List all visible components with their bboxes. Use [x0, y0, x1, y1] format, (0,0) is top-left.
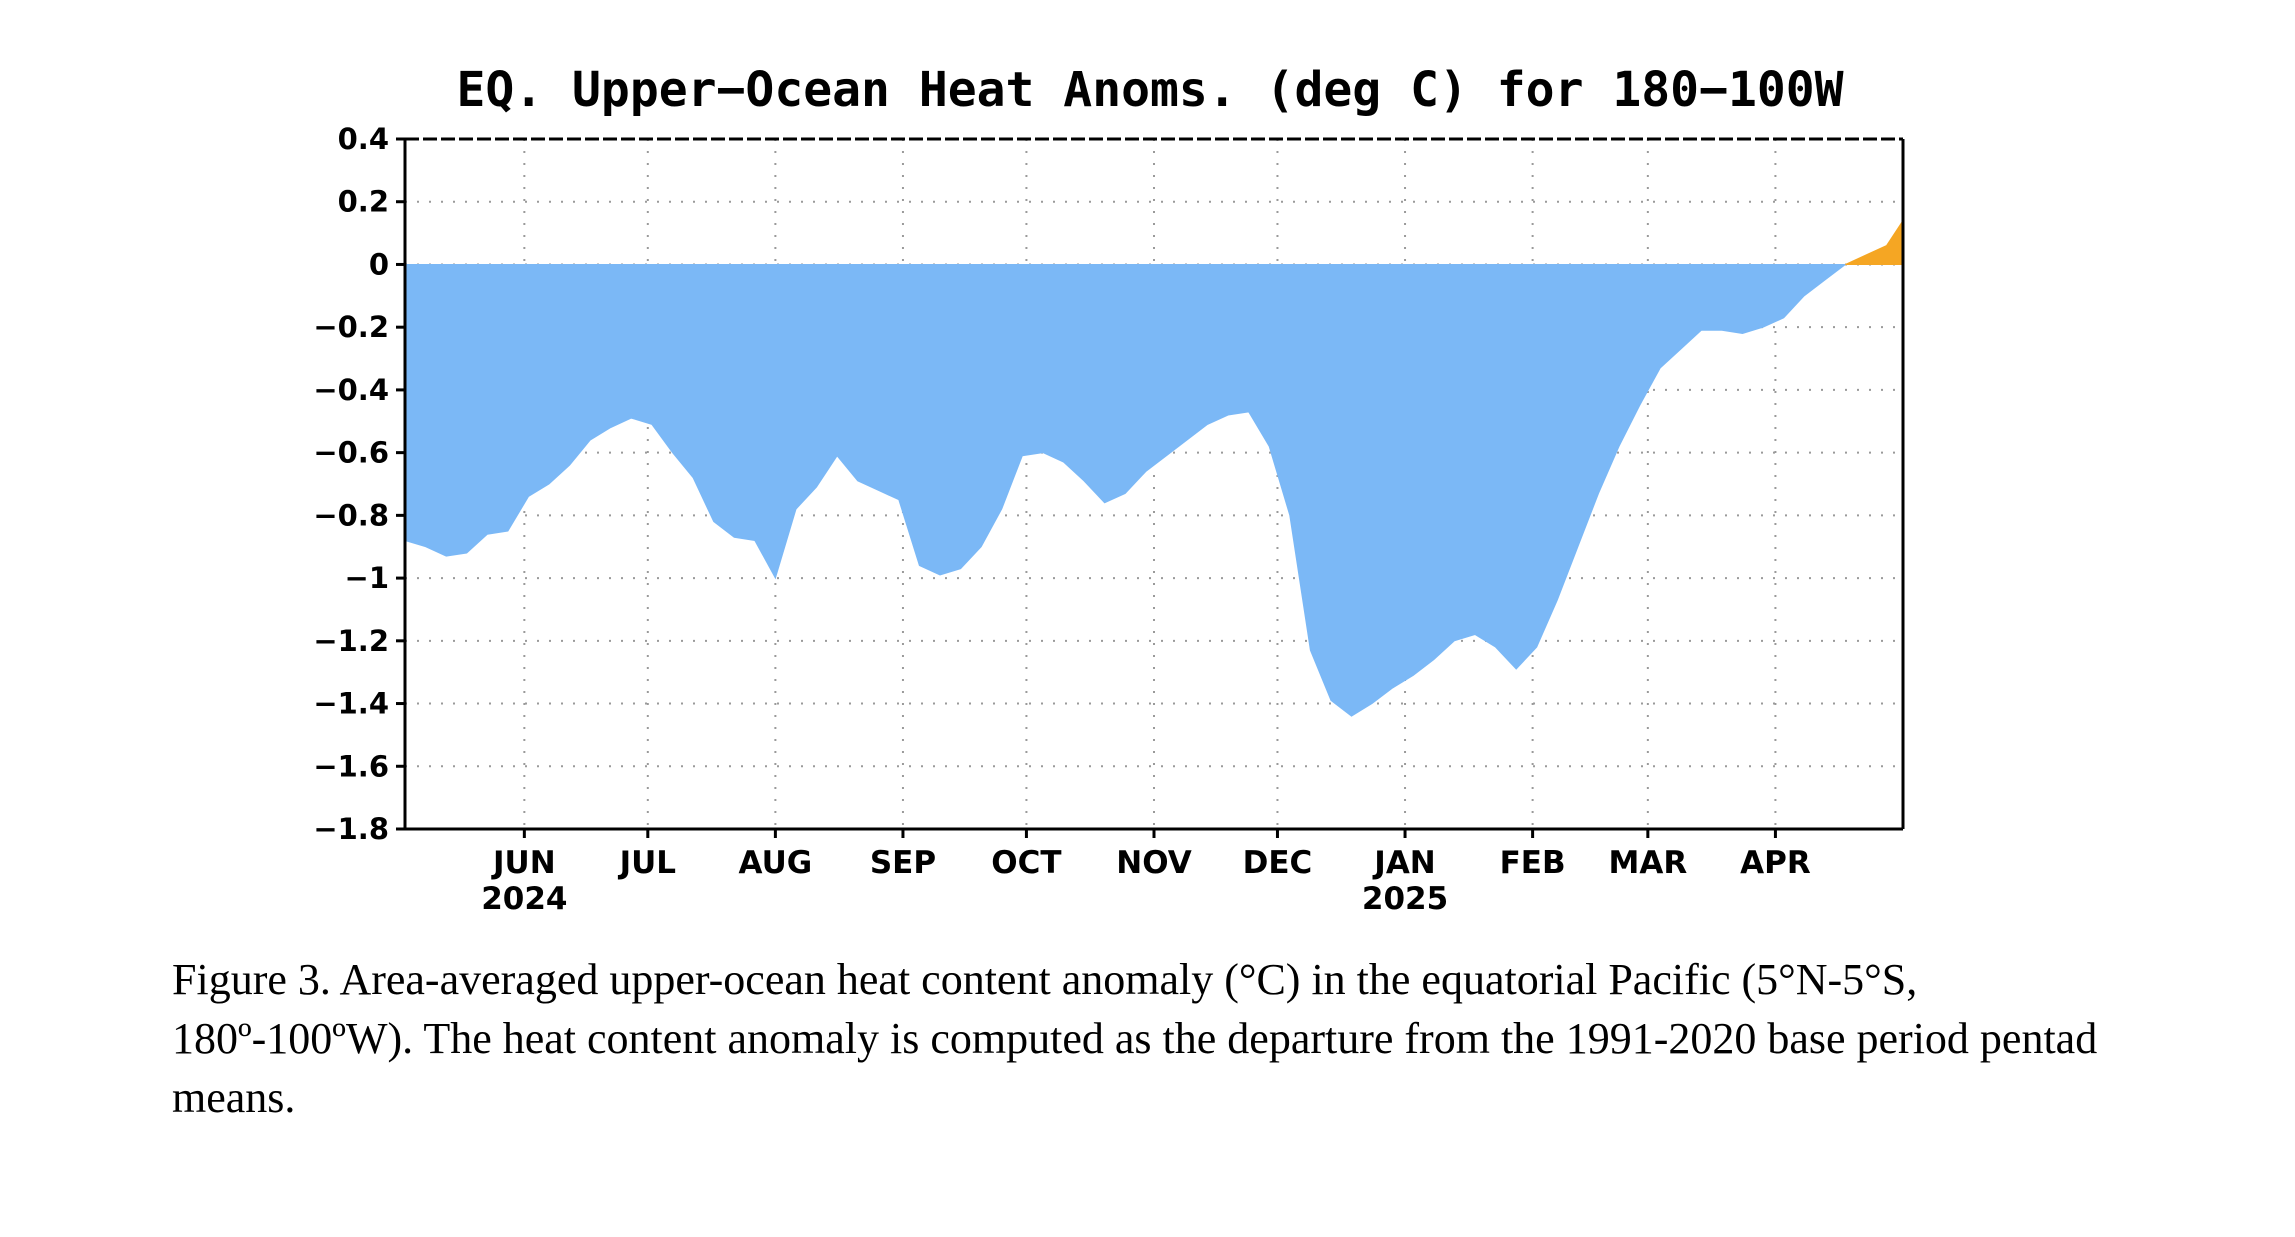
y-tick-label: −1.6: [313, 749, 389, 783]
x-tick-year-label: 2024: [481, 881, 567, 917]
y-tick-label: −1.8: [313, 812, 389, 846]
y-tick-label: −1.4: [313, 687, 389, 721]
x-tick-label: DEC: [1243, 845, 1313, 881]
y-tick-label: −1.2: [313, 624, 389, 658]
x-tick-label: JUN: [491, 845, 556, 881]
x-tick-label: MAR: [1608, 845, 1687, 881]
plot-axes: [403, 137, 1905, 831]
x-tick-label: OCT: [991, 845, 1061, 881]
x-tick-year-label: 2025: [1362, 881, 1448, 917]
y-tick-label: 0: [369, 247, 389, 281]
y-tick-label: −0.4: [313, 373, 389, 407]
y-tick-label: 0.2: [338, 185, 389, 219]
x-tick-label: APR: [1740, 845, 1811, 881]
negative-anomaly-area: [404, 264, 1847, 717]
y-tick-label: −1: [345, 561, 389, 595]
x-tick-label: AUG: [739, 845, 813, 881]
figure-caption: Figure 3. Area-averaged upper-ocean heat…: [172, 955, 2098, 1122]
grid-lines: [405, 138, 1903, 830]
anomaly-fill: [404, 218, 1904, 717]
x-tick-label: JAN: [1372, 845, 1435, 881]
chart-title: EQ. Upper−Ocean Heat Anoms. (deg C) for …: [456, 62, 1843, 118]
y-tick-label: 0.4: [338, 122, 389, 156]
x-tick-label: NOV: [1116, 845, 1191, 881]
x-tick-label: FEB: [1500, 845, 1566, 881]
x-tick-label: JUL: [618, 845, 676, 881]
x-tick-label: SEP: [870, 845, 936, 881]
y-tick-label: −0.2: [313, 310, 389, 344]
y-tick-label: −0.6: [313, 436, 389, 470]
positive-anomaly-area: [1845, 218, 1904, 265]
y-tick-label: −0.8: [313, 498, 389, 532]
y-axis-ticks: 0.4 0.2 0 −0.2 −0.4 −0.6 −0.8 −1 −1.2 −1.4 −1.6 −1.…: [313, 122, 405, 846]
